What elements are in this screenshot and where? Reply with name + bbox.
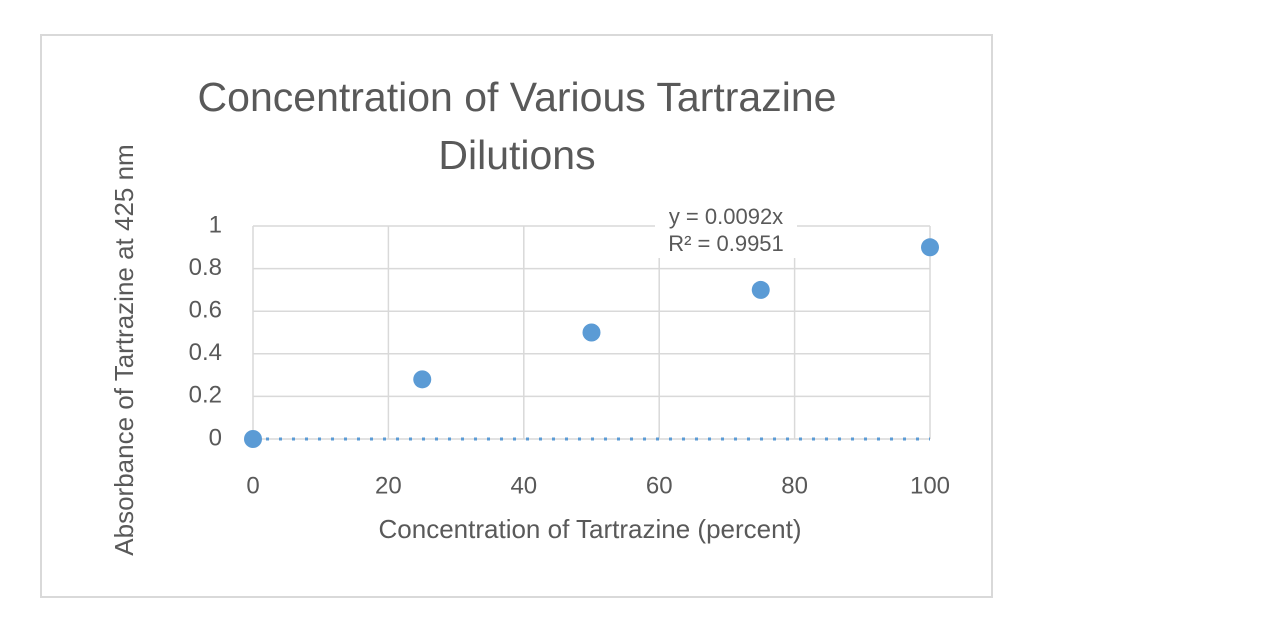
trend-equation: y = 0.0092x	[669, 204, 783, 229]
data-point	[751, 280, 770, 299]
x-tick-label: 100	[910, 472, 950, 499]
x-tick-label: 40	[510, 472, 537, 499]
grid	[252, 225, 931, 440]
data-point	[413, 370, 432, 389]
x-tick-label: 80	[781, 472, 808, 499]
data-point	[582, 323, 601, 342]
x-tick-label: 60	[646, 472, 673, 499]
y-tick-label: 1	[209, 211, 222, 238]
y-axis-label: Absorbance of Tartrazine at 425 nm	[109, 144, 139, 556]
marks	[244, 238, 939, 448]
trend-r-squared: R² = 0.9951	[668, 231, 784, 256]
x-axis-label: Concentration of Tartrazine (percent)	[378, 514, 802, 544]
x-tick-label: 20	[375, 472, 402, 499]
chart-border	[40, 34, 993, 598]
data-point	[244, 430, 262, 448]
chart-title: Concentration of Various Tartrazine Dilu…	[197, 74, 837, 178]
data-point	[921, 238, 939, 257]
y-tick-label: 0	[209, 424, 222, 451]
annotation-box	[655, 204, 797, 258]
y-tick-label: 0.6	[189, 297, 222, 324]
x-tick-label: 0	[246, 472, 259, 499]
y-tick-label: 0.4	[189, 339, 222, 366]
y-tick-label: 0.8	[189, 254, 222, 281]
y-tick-label: 0.2	[189, 382, 222, 409]
